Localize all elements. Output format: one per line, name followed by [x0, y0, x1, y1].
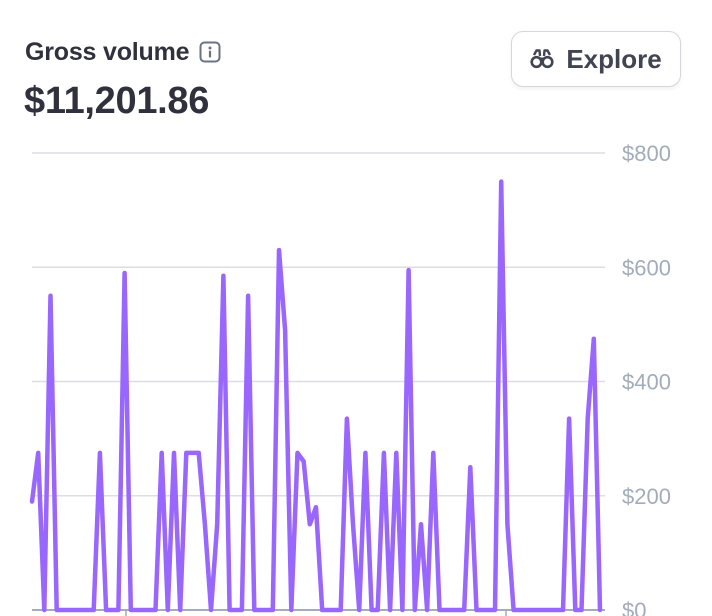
- series-line: [29, 179, 603, 613]
- data-point[interactable]: [305, 519, 315, 529]
- data-point[interactable]: [410, 605, 420, 615]
- title-row: Gross volume: [25, 36, 221, 68]
- data-point[interactable]: [360, 448, 370, 458]
- data-point[interactable]: [385, 605, 395, 615]
- data-point[interactable]: [416, 519, 426, 529]
- data-point[interactable]: [397, 605, 407, 615]
- data-point[interactable]: [157, 448, 167, 458]
- data-point[interactable]: [151, 605, 161, 615]
- data-point[interactable]: [293, 448, 303, 458]
- data-point[interactable]: [373, 605, 383, 615]
- data-point[interactable]: [502, 519, 512, 529]
- data-point[interactable]: [33, 448, 43, 458]
- data-point[interactable]: [342, 414, 352, 424]
- data-point[interactable]: [274, 245, 284, 255]
- data-point[interactable]: [200, 519, 210, 529]
- data-point[interactable]: [163, 605, 173, 615]
- data-point[interactable]: [280, 325, 290, 335]
- data-point[interactable]: [348, 519, 358, 529]
- y-tick-label: $0: [622, 598, 646, 616]
- y-tick-label: $800: [622, 141, 671, 166]
- series-layer: [27, 177, 605, 615]
- data-point[interactable]: [595, 605, 605, 615]
- info-icon[interactable]: [199, 41, 221, 63]
- explore-button[interactable]: Explore: [511, 31, 681, 87]
- data-point[interactable]: [379, 448, 389, 458]
- widget-title: Gross volume: [25, 38, 190, 66]
- data-point[interactable]: [27, 497, 37, 507]
- data-point[interactable]: [404, 265, 414, 275]
- chart-axis: [125, 610, 507, 616]
- data-point[interactable]: [299, 457, 309, 467]
- data-point[interactable]: [268, 605, 278, 615]
- data-point[interactable]: [354, 605, 364, 615]
- data-point[interactable]: [428, 448, 438, 458]
- data-point[interactable]: [558, 605, 568, 615]
- data-point[interactable]: [212, 519, 222, 529]
- y-tick-label: $600: [622, 255, 671, 280]
- y-axis-labels: $0 $200 $400 $600 $800: [622, 141, 671, 616]
- data-point[interactable]: [95, 448, 105, 458]
- binoculars-icon: [530, 48, 554, 70]
- data-point[interactable]: [490, 605, 500, 615]
- data-point[interactable]: [564, 414, 574, 424]
- data-point[interactable]: [120, 268, 130, 278]
- data-point[interactable]: [169, 448, 179, 458]
- data-point[interactable]: [422, 605, 432, 615]
- data-point[interactable]: [46, 291, 56, 301]
- data-point[interactable]: [583, 414, 593, 424]
- y-tick-label: $200: [622, 484, 671, 509]
- data-point[interactable]: [589, 334, 599, 344]
- data-point[interactable]: [113, 605, 123, 615]
- data-point[interactable]: [194, 448, 204, 458]
- data-point[interactable]: [496, 177, 506, 187]
- data-point[interactable]: [577, 605, 587, 615]
- data-point[interactable]: [218, 271, 228, 281]
- data-point[interactable]: [465, 462, 475, 472]
- data-point[interactable]: [39, 605, 49, 615]
- data-point[interactable]: [286, 605, 296, 615]
- data-point[interactable]: [459, 605, 469, 615]
- data-point[interactable]: [237, 605, 247, 615]
- data-point[interactable]: [89, 605, 99, 615]
- explore-label: Explore: [566, 43, 662, 74]
- data-point[interactable]: [311, 502, 321, 512]
- data-point[interactable]: [206, 605, 216, 615]
- gross-volume-amount: $11,201.86: [24, 80, 210, 122]
- data-point[interactable]: [336, 605, 346, 615]
- y-tick-label: $400: [622, 370, 671, 395]
- data-point[interactable]: [175, 605, 185, 615]
- data-point[interactable]: [243, 291, 253, 301]
- data-point[interactable]: [391, 448, 401, 458]
